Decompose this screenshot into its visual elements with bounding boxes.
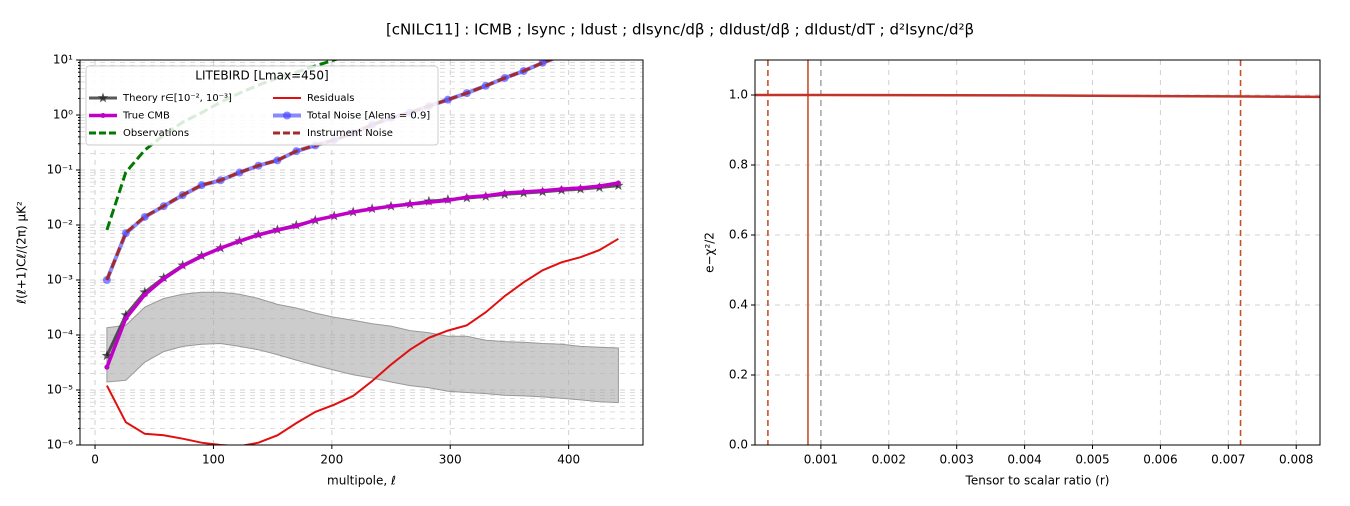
- x-tick-label: 400: [557, 453, 580, 467]
- legend-marker: [100, 113, 106, 118]
- y-tick-label: 0.2: [729, 368, 748, 382]
- x-tick-label: 300: [439, 453, 462, 467]
- series-line: [105, 60, 555, 281]
- x-tick-label: 0.005: [1075, 453, 1109, 467]
- point-marker: [502, 190, 508, 196]
- star-marker: [120, 309, 132, 320]
- x-tick-label: 0.004: [1007, 453, 1041, 467]
- point-marker: [274, 227, 280, 233]
- legend-marker: [283, 111, 291, 120]
- legend-label: Total Noise [Alens = 0.9]: [306, 111, 430, 122]
- legend-label: Theory r∈[10⁻², 10⁻³]: [122, 93, 232, 104]
- point-marker: [312, 217, 318, 223]
- y-tick-label: 10⁻¹: [47, 163, 74, 177]
- point-marker: [369, 206, 375, 212]
- point-marker: [142, 292, 148, 298]
- point-marker: [407, 201, 413, 207]
- plot-area: [755, 60, 1320, 445]
- y-tick-label: 10⁻⁴: [47, 328, 74, 342]
- series-line: [106, 237, 619, 445]
- point-marker: [123, 315, 129, 321]
- y-tick-label: 10⁻²: [47, 218, 74, 232]
- legend-label: Instrument Noise: [307, 128, 393, 139]
- y-tick-label: 0.4: [729, 298, 748, 312]
- point-marker: [559, 186, 565, 192]
- y-tick-label: 10¹: [53, 53, 73, 67]
- x-tick-label: 0.007: [1211, 453, 1245, 467]
- point-marker: [350, 209, 356, 215]
- legend-marker: [97, 92, 109, 103]
- point-marker: [464, 194, 470, 200]
- legend-title: LITEBIRD [Lmax=450]: [195, 69, 328, 83]
- y-tick-label: 1.0: [729, 88, 748, 102]
- figure-title: [cNILC11] : ICMB ; Isync ; Idust ; dIsyn…: [386, 21, 974, 39]
- x-axis-label: multipole, ℓ: [327, 474, 396, 488]
- x-tick-label: 0.001: [804, 453, 838, 467]
- y-tick-label: 10⁻³: [47, 273, 74, 287]
- y-tick-label: 0.6: [729, 228, 748, 242]
- x-tick-label: 0.006: [1143, 453, 1177, 467]
- point-marker: [445, 197, 451, 203]
- legend-label: True CMB: [122, 111, 170, 122]
- x-tick-label: 0.003: [940, 453, 974, 467]
- point-marker: [104, 364, 110, 370]
- y-axis-label: ℓ(ℓ+1)Cℓ/(2π) μK²: [15, 201, 29, 305]
- plot-area: [101, 60, 624, 445]
- x-tick-label: 200: [320, 453, 343, 467]
- x-axis-label: Tensor to scalar ratio (r): [965, 474, 1110, 488]
- y-tick-label: 10⁻⁵: [47, 383, 74, 397]
- axes-frame: [754, 59, 1321, 446]
- point-marker: [161, 276, 167, 282]
- legend-label: Residuals: [307, 93, 354, 104]
- point-marker: [255, 232, 261, 238]
- x-tick-label: 0: [91, 453, 99, 467]
- point-marker: [521, 189, 527, 195]
- y-axis-label: e−χ²/2: [703, 232, 717, 273]
- point-marker: [540, 188, 546, 194]
- point-marker: [426, 199, 432, 205]
- y-tick-label: 0.8: [729, 158, 748, 172]
- y-tick-label: 0.0: [729, 438, 748, 452]
- star-marker: [101, 350, 113, 361]
- legend-box: [85, 65, 439, 146]
- point-marker: [293, 223, 299, 229]
- x-tick-label: 100: [202, 453, 225, 467]
- y-tick-label: 10⁰: [53, 108, 73, 122]
- uncertainty-band: [106, 291, 619, 404]
- series-line: [755, 93, 1320, 99]
- point-marker: [483, 193, 489, 199]
- x-tick-label: 0.008: [1279, 453, 1313, 467]
- point-marker: [218, 245, 224, 251]
- point-marker: [331, 213, 337, 219]
- point-marker: [596, 183, 602, 189]
- point-marker: [577, 185, 583, 191]
- x-tick-label: 0.002: [872, 453, 906, 467]
- point-marker: [388, 203, 394, 209]
- legend-label: Observations: [123, 128, 189, 139]
- star-marker: [139, 286, 150, 297]
- point-marker: [180, 263, 186, 269]
- y-tick-label: 10⁻⁶: [47, 438, 74, 452]
- point-marker: [199, 253, 205, 259]
- axes-frame: [79, 59, 644, 446]
- series-line: [105, 181, 619, 368]
- point-marker: [615, 180, 621, 186]
- point-marker: [236, 238, 242, 244]
